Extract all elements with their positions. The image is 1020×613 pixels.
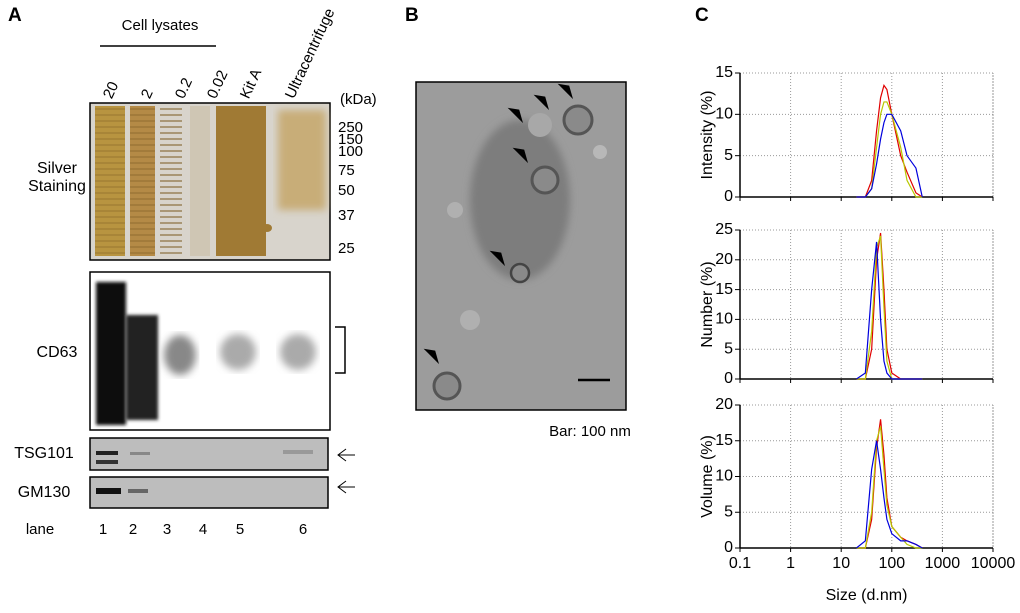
x-tick-label: 10 — [832, 555, 850, 572]
kda-marker: 150 — [338, 131, 363, 148]
row-label: TSG101 — [14, 445, 74, 462]
y-tick-label: 25 — [715, 221, 733, 238]
lane-header: 2 — [138, 87, 157, 102]
x-tick-label: 1000 — [925, 555, 961, 572]
y-tick-label: 10 — [715, 311, 733, 328]
data-line — [856, 101, 923, 198]
y-tick-label: 15 — [715, 281, 733, 298]
y-tick-label: 20 — [715, 251, 733, 268]
y-axis-label: Number (%) — [699, 261, 716, 347]
cd63-blot — [89, 271, 331, 431]
y-axis-label: Intensity (%) — [699, 91, 716, 180]
row-label: CD63 — [36, 344, 78, 361]
y-tick-label: 0 — [724, 539, 733, 556]
lane-number: 1 — [99, 521, 107, 538]
scale-bar-label: Bar: 100 nm — [549, 423, 631, 440]
y-tick-label: 10 — [715, 106, 733, 123]
arrow — [337, 480, 355, 494]
kda-marker: 25 — [338, 240, 355, 257]
data-line — [856, 241, 923, 380]
data-line — [856, 84, 923, 198]
lane-header: 0.02 — [204, 68, 232, 102]
data-line — [856, 113, 923, 198]
panel-label: C — [695, 5, 709, 26]
x-tick-label: 10000 — [971, 555, 1016, 572]
x-axis-label: Size (d.nm) — [826, 587, 908, 604]
lane-number: 3 — [163, 521, 171, 538]
bracket — [335, 326, 346, 374]
y-tick-label: 5 — [724, 340, 733, 357]
lane-header: Ultracentrifuge — [282, 6, 339, 102]
row-label: Silver Staining — [28, 160, 86, 195]
y-tick-label: 15 — [715, 432, 733, 449]
row-label: GM130 — [17, 484, 71, 501]
y-tick-label: 15 — [715, 64, 733, 81]
y-tick-label: 10 — [715, 468, 733, 485]
lane-header: 20 — [100, 79, 122, 101]
silver-stain-blot — [89, 102, 331, 261]
plot-frame — [739, 72, 994, 198]
arrow — [337, 448, 355, 462]
y-axis-label: Volume (%) — [699, 435, 716, 518]
data-line — [856, 426, 923, 549]
group-label: Cell lysates — [122, 17, 199, 34]
y-tick-label: 0 — [724, 370, 733, 387]
lane-header: 0.2 — [172, 75, 196, 101]
lane-title: lane — [26, 521, 54, 538]
kda-marker: 50 — [338, 182, 355, 199]
x-tick-label: 100 — [878, 555, 905, 572]
gm130-blot — [89, 476, 329, 509]
panel-label: A — [8, 5, 22, 26]
kda-marker: 250 — [338, 119, 363, 136]
lane-number: 2 — [129, 521, 137, 538]
y-tick-label: 5 — [724, 503, 733, 520]
lane-number: 4 — [199, 521, 207, 538]
kda-marker: 75 — [338, 162, 355, 179]
tsg101-blot — [89, 437, 329, 471]
kda-marker: 100 — [338, 143, 363, 160]
em-image — [415, 81, 627, 411]
y-tick-label: 20 — [715, 396, 733, 413]
x-tick-label: 0.1 — [729, 555, 751, 572]
x-tick-label: 1 — [786, 555, 795, 572]
panel-label: B — [405, 5, 419, 26]
lane-number: 6 — [299, 521, 307, 538]
y-tick-label: 5 — [724, 147, 733, 164]
kda-marker: 37 — [338, 207, 355, 224]
y-tick-label: 0 — [724, 188, 733, 205]
kda-unit: (kDa) — [340, 91, 377, 108]
lane-number: 5 — [236, 521, 244, 538]
data-line — [856, 440, 923, 549]
lane-header: Kit A — [237, 66, 265, 101]
